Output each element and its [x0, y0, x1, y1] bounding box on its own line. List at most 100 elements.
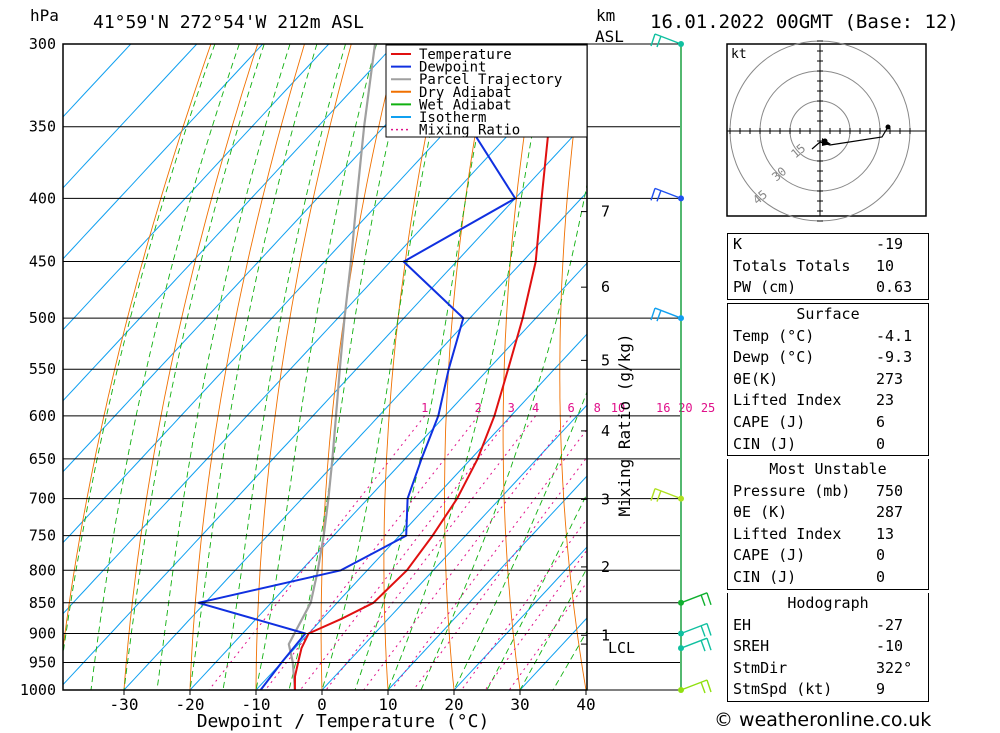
most-unstable-row: Pressure (mb) 750 — [733, 481, 904, 500]
pressure-tick-label: 500 — [29, 309, 56, 327]
isotherm-line — [63, 44, 528, 544]
pressure-tick-label: 400 — [29, 189, 56, 207]
asl-label: ASL — [595, 27, 624, 46]
temperature-tick-label: 0 — [317, 695, 327, 714]
surface-title: Surface — [796, 305, 860, 323]
parcel-trajectory — [287, 44, 377, 690]
temperature-tick-label: -20 — [176, 695, 205, 714]
indices-table: K -19 Totals Totals 10 PW (cm) 0.63 — [727, 233, 929, 300]
wind-barb-flag — [656, 190, 662, 202]
pressure-tick-label: 950 — [29, 653, 56, 671]
wind-barb-flag — [700, 594, 706, 607]
x-axis-label: Dewpoint / Temperature (°C) — [197, 711, 490, 732]
wind-barb-flag — [656, 309, 662, 322]
wind-barb-flag — [650, 307, 656, 321]
wind-profile-axis — [650, 33, 712, 694]
temperature-tick-label: 40 — [576, 695, 595, 714]
legend-box — [385, 44, 588, 138]
most-unstable-row: CAPE (J) 0 — [733, 546, 886, 565]
temperature-tick-label: -10 — [242, 695, 271, 714]
most-unstable-table: Most Unstable Pressure (mb) 750 θE (K) 287… — [727, 459, 929, 590]
dry-adiabat-line — [255, 44, 352, 690]
surface-table: Surface Temp (°C) -4.1 Dewp (°C) -9.3 θE(K… — [727, 303, 929, 457]
hodograph-point — [885, 124, 891, 130]
surface-row: Dewp (°C) -9.3 — [733, 348, 913, 367]
mixing-ratio-label: 16 — [656, 401, 670, 415]
wind-barb-flag — [706, 623, 712, 636]
km-tick-label: 7 — [601, 203, 610, 221]
credit[interactable]: © weatheronline.co.uk — [714, 709, 932, 731]
wind-barb-flag — [650, 33, 656, 47]
wind-barb-flag — [656, 490, 662, 502]
temperature-tick-label: 30 — [510, 695, 529, 714]
temperature-tick-label: 10 — [378, 695, 397, 714]
isotherm-line — [63, 120, 587, 686]
wet-adiabat-line — [288, 44, 412, 690]
pressure-tick-label: 300 — [29, 35, 56, 53]
most-unstable-title: Most Unstable — [769, 460, 887, 478]
mixing-ratio-label: 6 — [567, 401, 574, 415]
km-tick-label: 6 — [601, 278, 610, 296]
wet-adiabat-line — [90, 44, 240, 690]
skewt-frame: 3003504004505005506006507007508008509009… — [20, 35, 715, 714]
wind-barb-flag — [700, 625, 706, 637]
dry-adiabat-line — [320, 44, 399, 690]
pressure-tick-label: 650 — [29, 450, 56, 468]
mixing-ratio-label: 1 — [421, 401, 428, 415]
wind-barb-flag — [700, 639, 706, 652]
isotherm-line — [63, 44, 330, 331]
most-unstable-row: Lifted Index 13 — [733, 524, 895, 543]
surface-row: CIN (J) 0 — [733, 434, 886, 453]
datetime-title: 16.01.2022 00GMT (Base: 12) — [650, 11, 959, 33]
wind-barb-shaft — [680, 679, 708, 691]
hodograph-row: StmSpd (kt) 9 — [733, 680, 886, 699]
pressure-tick-label: 600 — [29, 407, 56, 425]
lcl-label: LCL — [608, 639, 635, 657]
isotherm-line — [453, 546, 587, 690]
legend-label: Parcel Trajectory — [419, 72, 562, 88]
wet-adiabat-line — [189, 44, 318, 690]
hodograph-row: SREH -10 — [733, 637, 904, 656]
location-title: 41°59'N 272°54'W 212m ASL — [93, 12, 364, 33]
wind-barb — [650, 33, 682, 48]
pressure-tick-label: 1000 — [20, 681, 56, 699]
pressure-tick-label: 850 — [29, 594, 56, 612]
km-label: km — [596, 6, 615, 25]
wind-barb — [680, 637, 712, 652]
km-tick-label: 5 — [601, 351, 610, 369]
wind-barb — [680, 622, 712, 637]
dry-adiabat-line — [444, 44, 493, 690]
isotherm-line — [63, 44, 264, 260]
isotherm-line — [63, 44, 396, 402]
index-row-k: K -19 — [733, 235, 904, 253]
wind-barb-shaft — [680, 637, 708, 649]
wind-barb — [680, 679, 712, 694]
mixing-ratio-label: 3 — [508, 401, 515, 415]
hodograph-row: StmDir 322° — [733, 658, 913, 677]
legend-label: Dewpoint — [419, 60, 486, 76]
mixing-ratio-line — [265, 415, 479, 690]
plot-border — [62, 43, 588, 691]
surface-row: θE(K) 273 — [733, 369, 904, 388]
dewpoint-profile — [197, 44, 517, 690]
wind-barb-shaft — [654, 33, 682, 45]
wind-barb — [680, 592, 712, 607]
hodograph-unit-label: kt — [731, 47, 747, 62]
most-unstable-row: CIN (J) 0 — [733, 567, 886, 586]
hodograph-trace — [811, 126, 889, 150]
wind-barb-flag — [706, 637, 712, 651]
wind-barb-flag — [650, 188, 656, 201]
km-tick-label: 4 — [601, 422, 610, 440]
wet-adiabat-line — [156, 44, 291, 690]
surface-row: Temp (°C) -4.1 — [733, 326, 913, 345]
hpa-label: hPa — [30, 6, 59, 25]
mixing-ratio-label: 2 — [475, 401, 482, 415]
dry-adiabat-line — [63, 44, 212, 652]
isotherm-line — [519, 617, 587, 690]
hodograph-row: EH -27 — [733, 615, 904, 634]
surface-row: CAPE (J) 6 — [733, 412, 886, 431]
wet-adiabat-line — [123, 44, 265, 690]
pressure-tick-label: 800 — [29, 561, 56, 579]
temperature-tick-label: 20 — [444, 695, 463, 714]
